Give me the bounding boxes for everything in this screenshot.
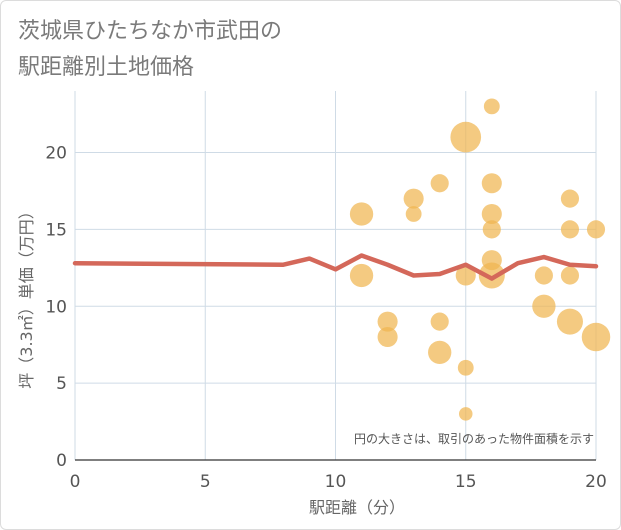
data-bubble bbox=[556, 308, 583, 335]
x-tick-label: 15 bbox=[455, 472, 477, 492]
chart-title: 茨城県ひたちなか市武田の 駅距離別土地価格 bbox=[18, 14, 282, 86]
x-tick-label: 5 bbox=[200, 472, 211, 492]
data-bubble bbox=[405, 206, 422, 222]
data-bubble bbox=[586, 220, 606, 239]
y-axis-label: 坪（3.3㎡）単価（万円） bbox=[17, 203, 36, 388]
data-bubble bbox=[560, 266, 580, 285]
y-tick-label: 20 bbox=[45, 144, 67, 164]
data-bubble bbox=[430, 174, 449, 193]
chart-title-line1: 茨城県ひたちなか市武田の bbox=[18, 19, 283, 44]
y-tick-label: 5 bbox=[56, 374, 67, 394]
y-tick-label: 0 bbox=[56, 451, 67, 471]
data-bubble bbox=[481, 203, 502, 225]
data-bubble bbox=[349, 263, 374, 288]
axes: 0 5 10 15 20 0 5 10 15 20 bbox=[45, 144, 606, 493]
y-tick-label: 10 bbox=[45, 297, 67, 317]
data-bubble bbox=[458, 407, 473, 421]
data-bubble bbox=[482, 220, 501, 239]
data-bubble bbox=[403, 188, 424, 209]
data-bubble bbox=[483, 98, 500, 115]
y-tick-label: 15 bbox=[45, 220, 67, 240]
size-note: 円の大きさは、取引のあった物件面積を示す bbox=[354, 431, 594, 446]
data-bubble bbox=[457, 359, 474, 376]
data-bubble bbox=[560, 220, 580, 239]
chart-title-line2: 駅距離別土地価格 bbox=[18, 55, 195, 80]
x-axis-label: 駅距離（分） bbox=[309, 498, 405, 517]
data-bubble bbox=[377, 311, 398, 332]
data-bubble bbox=[455, 265, 476, 286]
trend-line bbox=[72, 253, 599, 281]
data-bubble bbox=[377, 326, 398, 348]
data-bubble bbox=[560, 189, 580, 208]
data-bubble bbox=[481, 173, 502, 194]
x-tick-label: 0 bbox=[70, 472, 81, 492]
bubble-layer bbox=[349, 98, 611, 421]
data-bubble bbox=[581, 322, 611, 352]
data-bubble bbox=[349, 202, 374, 226]
data-bubble bbox=[534, 266, 553, 285]
data-bubble bbox=[430, 312, 449, 331]
data-bubble bbox=[428, 340, 452, 365]
grid bbox=[74, 91, 597, 461]
x-tick-label: 20 bbox=[585, 472, 607, 492]
x-tick-label: 10 bbox=[325, 472, 347, 492]
trend-layer bbox=[72, 253, 599, 281]
data-bubble bbox=[450, 121, 482, 153]
data-bubble bbox=[478, 262, 505, 289]
data-bubble bbox=[532, 294, 556, 318]
